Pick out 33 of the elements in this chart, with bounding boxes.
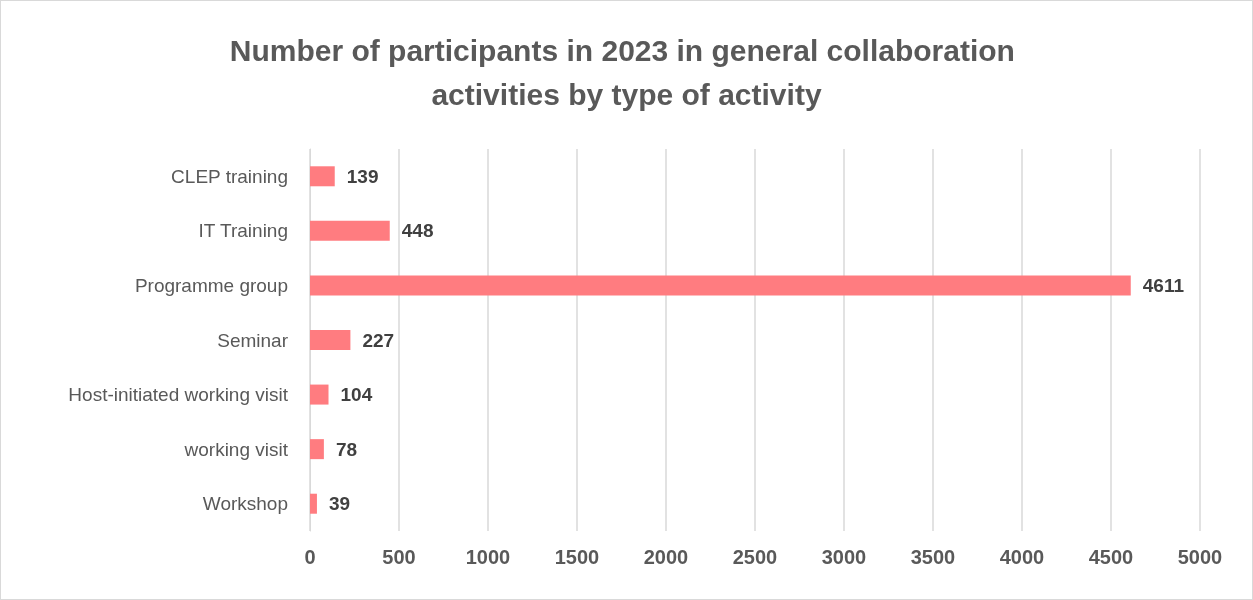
x-tick-label: 500 (382, 546, 416, 568)
x-tick-label: 3500 (910, 546, 956, 568)
x-tick-label: 1500 (554, 546, 600, 568)
bar (310, 493, 317, 514)
x-tick-label: 4500 (1088, 546, 1134, 568)
chart-title: Number of participants in 2023 in general collaboration activities by type of activity (229, 33, 1024, 111)
data-label: 227 (362, 329, 395, 351)
x-tick-label: 2000 (643, 546, 689, 568)
data-label: 39 (328, 493, 351, 515)
data-label: 139 (346, 165, 379, 187)
data-label: 104 (340, 384, 373, 406)
bar (310, 166, 335, 187)
x-tick-label: 2500 (732, 546, 778, 568)
y-tick-label: working visit (183, 438, 289, 460)
y-tick-label: CLEP training (171, 165, 288, 187)
data-label: 78 (335, 438, 358, 460)
bar (310, 330, 351, 350)
x-tick-label: 5000 (1177, 546, 1223, 568)
data-label: 448 (401, 220, 434, 242)
bar (310, 384, 329, 405)
bar (310, 220, 390, 241)
bar (310, 439, 324, 460)
x-tick-label: 1000 (465, 546, 511, 568)
x-tick-label: 3000 (821, 546, 867, 568)
y-tick-label: IT Training (198, 220, 288, 242)
x-tick-label: 0 (304, 546, 316, 568)
y-tick-label: Host-initiated working visit (68, 384, 289, 406)
data-label: 4611 (1142, 274, 1185, 296)
bar (310, 275, 1131, 296)
x-tick-label: 4000 (999, 546, 1045, 568)
y-tick-label: Seminar (217, 329, 289, 351)
y-tick-label: Workshop (202, 493, 288, 515)
y-tick-label: Programme group (134, 274, 288, 296)
